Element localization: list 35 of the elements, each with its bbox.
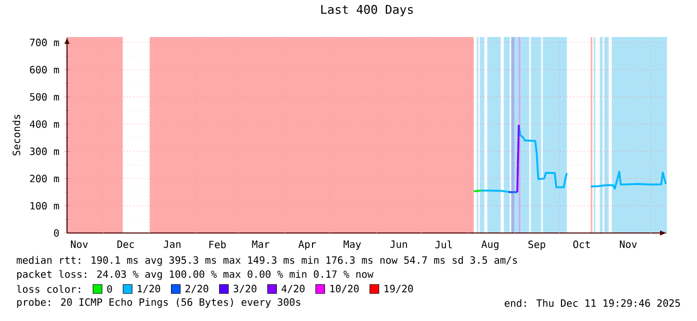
x-tick-label: Nov <box>70 240 88 248</box>
x-tick-label: Dec <box>117 240 134 248</box>
legend-label: 4/20 <box>282 284 305 294</box>
x-tick-label: Jun <box>390 240 407 248</box>
legend-label: 2/20 <box>186 284 208 294</box>
text: probe: 20 ICMP Echo Pings (56 Bytes) every 300s <box>17 298 300 308</box>
legend-label: 3/20 <box>234 284 256 294</box>
x-tick-label: Nov <box>620 240 637 248</box>
legend-title: loss color: <box>17 285 80 293</box>
legend-label: 1/20 <box>138 284 160 294</box>
text: end: Thu Dec 11 19:29:46 2025 <box>504 299 680 307</box>
x-tick-label: Jul <box>435 240 452 248</box>
y-tick-label: 600 m <box>30 66 59 74</box>
legend-label: 10/20 <box>330 284 359 294</box>
y-tick-label: 300 m <box>30 148 59 156</box>
x-tick-label: Feb <box>209 240 226 248</box>
text: median rtt: 190.1 ms avg 395.3 ms max 149.3 ms min 176.3 ms now 54.7 ms sd 3.5 am/s <box>16 256 517 266</box>
x-tick-label: Sep <box>528 240 546 250</box>
x-tick-label: Aug <box>481 240 498 250</box>
y-tick-label: 400 m <box>30 120 59 128</box>
legend-label: 0 <box>107 285 112 293</box>
y-axis-title: Seconds <box>12 114 20 156</box>
y-tick-label: 0 <box>54 229 59 237</box>
x-tick-label: Jan <box>164 240 180 248</box>
y-tick-label: 500 m <box>30 93 59 101</box>
y-tick-label: 200 m <box>30 174 59 182</box>
y-tick-label: 100 m <box>30 202 59 210</box>
chart-title: Last 400 Days <box>321 4 413 16</box>
x-tick-label: Mar <box>252 240 270 248</box>
x-tick-label: Apr <box>298 240 316 250</box>
x-tick-label: Oct <box>573 240 590 248</box>
text: packet loss: 24.03 % avg 100.00 % max 0.00 % min 0.17 % now <box>17 270 374 280</box>
y-tick-label: 700 m <box>30 38 59 46</box>
x-tick-label: May <box>344 240 361 250</box>
legend-label: 19/20 <box>384 284 413 294</box>
